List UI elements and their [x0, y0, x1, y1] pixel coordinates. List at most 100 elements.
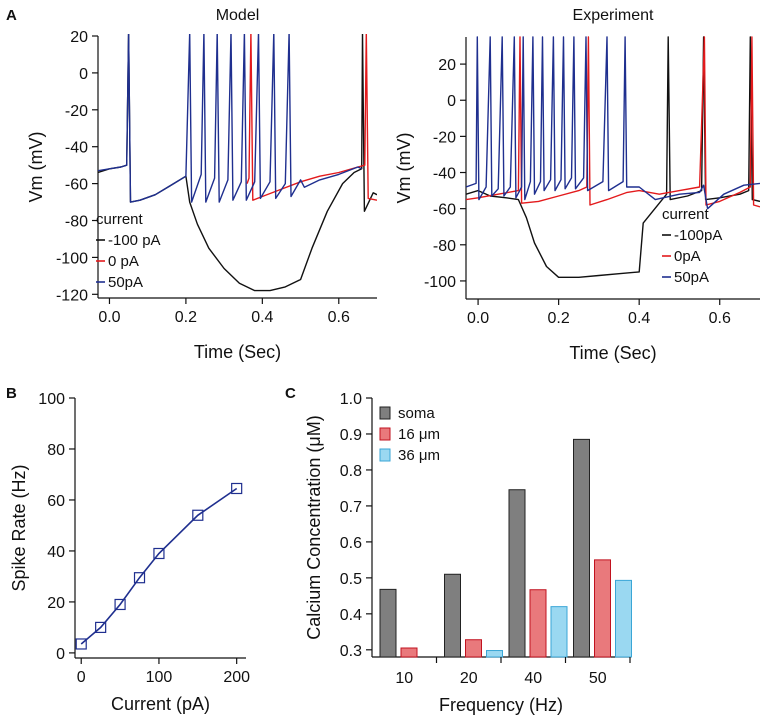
y-tick-label: 0.7 [340, 499, 362, 516]
y-axis-label: Calcium Concentration (μM) [304, 415, 324, 639]
legend-label: 0pA [674, 248, 701, 265]
chart-model: 20 0 -20 -40 -60 -80 -100 -120 0.0 0.2 0.4 0.6 Time … [26, 7, 377, 362]
y-tick-label: 0.4 [340, 607, 362, 624]
x-tick-label: 100 [146, 669, 173, 686]
x-tick-label: 40 [524, 670, 542, 687]
legend-label: soma [398, 405, 435, 422]
x-axis-label: Current (pA) [111, 694, 210, 714]
x-tick-label: 20 [460, 670, 478, 687]
x-tick-label: 0.0 [467, 310, 489, 327]
data-point [114, 598, 126, 611]
trace-group [98, 34, 377, 292]
chart-calcium: 0.3 0.4 0.5 0.6 0.7 0.8 0.9 1.0 Frequency (Hz) Ca… [304, 391, 632, 715]
data-point [95, 621, 107, 634]
y-tick-label: 0 [79, 66, 88, 83]
legend-swatch [379, 406, 391, 420]
x-tick-label: 0.2 [175, 309, 197, 326]
y-tick-label: 20 [47, 595, 65, 612]
x-tick-label: 200 [223, 669, 250, 686]
bar-soma [508, 489, 526, 658]
y-tick-label: -80 [65, 214, 88, 231]
y-tick-label: 0.9 [340, 427, 362, 444]
chart-experiment: 20 0 -20 -40 -60 -80 -100 0.0 0.2 0.4 0.6 Time (Sec… [394, 7, 760, 363]
bar-16-um [529, 589, 547, 658]
y-tick-label: 1.0 [340, 391, 362, 408]
panel-label-c: C [285, 385, 296, 402]
y-tick-label: -100 [424, 274, 456, 291]
y-tick-label: 0.3 [340, 643, 362, 660]
legend-title: current [96, 211, 144, 228]
legend-label: -100 pA [108, 232, 161, 249]
legend-label: 16 μm [398, 426, 440, 443]
x-tick-label: 0.6 [709, 310, 731, 327]
y-tick-label: -40 [65, 140, 88, 157]
trace-50pa [98, 34, 362, 203]
legend-swatch [379, 427, 391, 441]
x-axis-label: Time (Sec) [569, 343, 656, 363]
trace--100pa [466, 36, 760, 278]
trace-group [466, 36, 760, 278]
data-point [192, 509, 204, 521]
legend-label: 36 μm [398, 447, 440, 464]
legend-label: 50pA [674, 269, 709, 286]
y-tick-label: -20 [433, 129, 456, 146]
y-tick-label: 0.6 [340, 535, 362, 552]
y-tick-label: -120 [56, 287, 88, 304]
y-tick-label: -100 [56, 250, 88, 267]
x-tick-label: 0 [77, 669, 86, 686]
data-point [231, 482, 243, 495]
y-axis-label: Vm (mV) [26, 132, 46, 203]
y-tick-label: 40 [47, 544, 65, 561]
x-tick-label: 0.2 [548, 310, 570, 327]
y-tick-label: -80 [433, 238, 456, 255]
x-axis-label: Frequency (Hz) [439, 695, 563, 715]
bar-36-um [550, 606, 568, 658]
trace-50pa [466, 36, 760, 210]
data-point [153, 547, 165, 560]
y-axis-label: Spike Rate (Hz) [9, 464, 29, 591]
x-tick-label: 0.0 [98, 309, 120, 326]
data-point [133, 572, 146, 584]
y-axis-label: Vm (mV) [394, 133, 414, 204]
chart-title: Model [216, 7, 260, 24]
panel-label-a: A [6, 7, 17, 24]
x-tick-label: 50 [589, 670, 607, 687]
fit-line [80, 487, 238, 645]
bar-soma [379, 588, 397, 658]
x-tick-label: 10 [395, 670, 413, 687]
x-tick-label: 0.6 [328, 309, 350, 326]
y-tick-label: 0 [447, 93, 456, 110]
trace-0pa [466, 36, 760, 208]
legend-title: current [662, 206, 710, 223]
legend-label: 0 pA [108, 253, 139, 270]
y-tick-label: 80 [47, 442, 65, 459]
x-tick-label: 0.4 [628, 310, 650, 327]
x-axis-label: Time (Sec) [194, 342, 281, 362]
y-tick-label: -60 [65, 177, 88, 194]
panel-label-b: B [6, 385, 17, 402]
chart-title: Experiment [573, 7, 654, 24]
legend-label: -100pA [674, 227, 722, 244]
legend-swatch [379, 448, 391, 462]
bar-36-um [615, 579, 632, 658]
y-tick-label: 100 [38, 391, 65, 408]
legend-label: 50pA [108, 274, 143, 291]
y-tick-label: 20 [438, 57, 456, 74]
y-tick-label: -40 [433, 166, 456, 183]
data-point [75, 638, 87, 650]
bar-soma [573, 438, 590, 658]
y-tick-label: 60 [47, 493, 65, 510]
y-tick-label: 0.8 [340, 463, 362, 480]
bar-16-um [594, 559, 611, 658]
bar-16-um [400, 647, 418, 658]
y-tick-label: -20 [65, 103, 88, 120]
bar-soma [444, 573, 461, 658]
y-tick-label: -60 [433, 202, 456, 219]
bar-16-um [465, 639, 482, 658]
y-tick-label: 0.5 [340, 571, 362, 588]
y-tick-label: 0 [56, 646, 65, 663]
trace--100pa [98, 34, 377, 292]
x-tick-label: 0.4 [251, 309, 273, 326]
trace-0pa [246, 34, 377, 201]
